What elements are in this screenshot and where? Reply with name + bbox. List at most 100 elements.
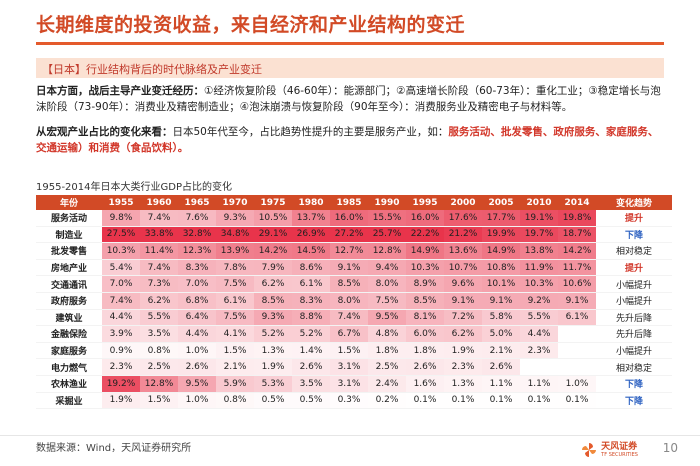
trend-cell: 小幅提升 [596,275,672,293]
gdp-share-cell: 14.2% [558,242,596,260]
table-row: 金融保险 3.9% 3.5% 4.4% 4.1% 5.2% 5.2% 6.7% 4.8% 6.0%… [36,325,672,343]
table-row: 电力燃气 2.3% 2.5% 2.6% 2.1% 1.9% 2.6% 3.1% 2.5% 2.6%… [36,358,672,376]
gdp-share-cell: 5.5% [520,309,558,327]
gdp-share-cell: 11.7% [558,259,596,277]
gdp-share-cell: 10.6% [558,275,596,293]
gdp-share-cell: 0.8% [140,342,178,360]
column-header-year: 1970 [216,195,254,210]
gdp-share-cell: 8.3% [292,292,330,310]
gdp-share-cell: 12.7% [330,242,368,260]
trend-cell: 下降 [596,375,672,393]
gdp-share-cell: 7.5% [216,275,254,293]
gdp-share-cell: 9.1% [558,292,596,310]
gdp-share-cell: 10.3% [520,275,558,293]
industry-name: 服务活动 [36,210,102,227]
gdp-share-cell: 2.3% [520,342,558,360]
logo-english: TF SECURITIES [601,452,638,458]
gdp-share-cell: 7.4% [102,292,140,310]
gdp-share-cell: 9.1% [330,259,368,277]
gdp-share-cell [558,358,596,376]
gdp-share-cell: 13.9% [216,242,254,260]
gdp-share-cell: 8.5% [254,292,292,310]
gdp-share-cell: 6.2% [254,275,292,293]
gdp-share-cell: 9.3% [216,210,254,227]
gdp-share-cell: 19.9% [482,226,520,244]
gdp-share-cell: 6.2% [444,325,482,343]
gdp-share-cell: 0.2% [368,392,406,410]
gdp-share-cell: 6.7% [330,325,368,343]
paragraph-highlight: 服务活动、批发零售、政府服务、家庭服务、交通运输）和消费（食品饮料）。 [36,126,659,154]
gdp-share-cell: 3.1% [330,358,368,376]
gdp-share-cell: 1.5% [216,342,254,360]
gdp-share-cell: 9.3% [254,309,292,327]
gdp-share-cell: 17.6% [444,210,482,227]
paragraph-body: 日本50年代至今，占比趋势性提升的主要是服务产业，如： [172,126,449,138]
trend-cell: 先升后降 [596,309,672,327]
gdp-share-cell: 27.5% [102,226,140,244]
gdp-share-cell: 2.6% [482,358,520,376]
trend-cell: 下降 [596,226,672,244]
industry-name: 交通通讯 [36,275,102,293]
gdp-share-cell: 12.3% [178,242,216,260]
page-title: 长期维度的投资收益，来自经济和产业结构的变迁 [36,14,466,36]
gdp-share-cell: 0.5% [254,392,292,410]
gdp-share-cell: 14.9% [406,242,444,260]
column-header-year: 2010 [520,195,558,210]
gdp-share-cell: 1.5% [140,392,178,410]
gdp-share-cell [558,325,596,343]
gdp-share-cell: 9.5% [368,309,406,327]
gdp-share-cell: 0.1% [482,392,520,410]
gdp-share-cell: 33.8% [140,226,178,244]
trend-cell: 小幅提升 [596,292,672,310]
pinwheel-icon [582,443,597,457]
gdp-share-cell: 5.9% [216,375,254,393]
gdp-share-cell: 14.5% [292,242,330,260]
industry-name: 建筑业 [36,309,102,327]
table-row: 批发零售 10.3% 11.4% 12.3% 13.9% 14.2% 14.5% 12.7% 1… [36,242,672,260]
gdp-share-cell: 0.8% [216,392,254,410]
table-row: 家庭服务 0.9% 0.8% 1.0% 1.5% 1.3% 1.4% 1.5% 1.8% 1.8%… [36,342,672,360]
gdp-share-cell: 10.3% [102,242,140,260]
gdp-share-cell: 6.2% [140,292,178,310]
gdp-share-cell [558,342,596,360]
table-row: 交通通讯 7.0% 7.3% 7.0% 7.5% 6.2% 6.1% 8.5% 8.0% 8.9%… [36,275,672,293]
gdp-share-cell: 12.8% [368,242,406,260]
trend-cell: 相对稳定 [596,358,672,376]
gdp-share-cell: 1.9% [254,358,292,376]
logo-name: 天风证券 [601,442,638,452]
gdp-share-cell: 1.9% [102,392,140,410]
gdp-share-cell: 8.3% [178,259,216,277]
column-header-year: 1985 [330,195,368,210]
gdp-share-cell: 14.2% [254,242,292,260]
paragraph-body: ①经济恢复阶段（46-60年）：能源部门；②高速增长阶段（60-73年）：重化工… [36,85,661,113]
gdp-share-cell: 8.1% [406,309,444,327]
column-header-year: 1990 [368,195,406,210]
industry-name: 政府服务 [36,292,102,310]
paragraph-lead: 从宏观产业占比的变化来看： [36,126,173,138]
gdp-share-cell: 2.5% [140,358,178,376]
gdp-share-cell: 0.3% [330,392,368,410]
gdp-share-cell: 5.4% [102,259,140,277]
gdp-share-cell: 1.0% [178,392,216,410]
gdp-share-cell: 32.8% [178,226,216,244]
trend-cell: 下降 [596,392,672,410]
gdp-share-cell: 3.9% [102,325,140,343]
gdp-share-cell: 2.6% [292,358,330,376]
gdp-share-cell: 1.6% [406,375,444,393]
footer-divider [0,435,700,436]
gdp-share-cell: 8.8% [292,309,330,327]
column-header-year: 2005 [482,195,520,210]
trend-cell: 先升后降 [596,325,672,343]
gdp-share-cell: 26.9% [292,226,330,244]
gdp-share-cell: 0.1% [444,392,482,410]
gdp-share-cell: 4.4% [178,325,216,343]
gdp-share-cell: 1.4% [292,342,330,360]
gdp-share-cell: 17.7% [482,210,520,227]
gdp-share-cell: 0.5% [292,392,330,410]
gdp-share-cell: 2.6% [406,358,444,376]
subheading: 【日本】行业结构背后的时代脉络及产业变迁 [42,63,262,76]
gdp-share-cell: 8.9% [406,275,444,293]
gdp-share-cell: 3.5% [140,325,178,343]
industry-name: 制造业 [36,226,102,244]
gdp-share-cell: 9.2% [520,292,558,310]
